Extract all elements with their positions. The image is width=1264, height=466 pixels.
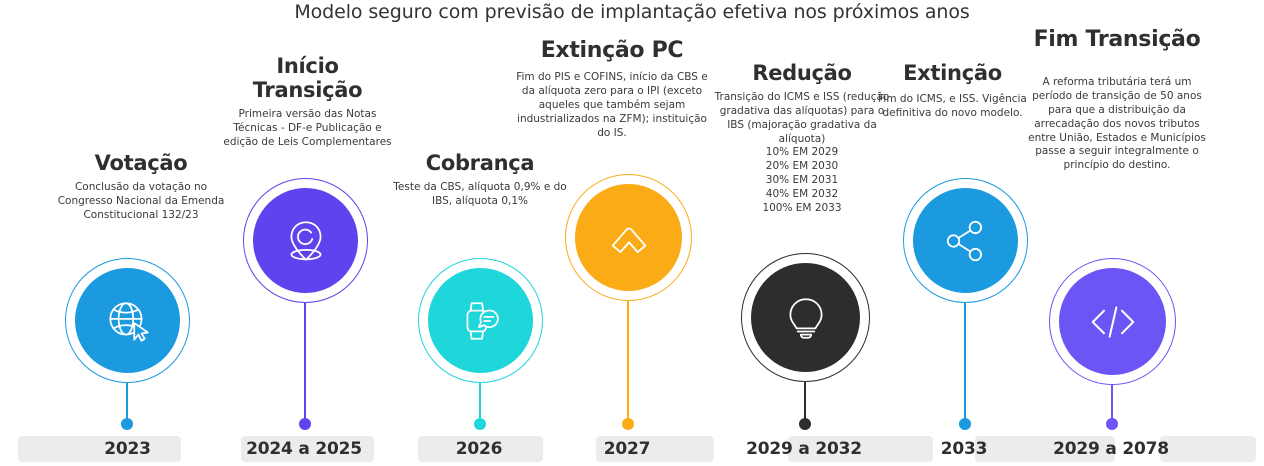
year-label-2029-2078: 2029 a 2078	[1053, 439, 1169, 459]
node-reducao[interactable]	[741, 253, 870, 382]
node-ring	[565, 174, 692, 301]
connector-dot	[1106, 418, 1118, 430]
connector-stem	[964, 303, 966, 423]
milestone-votacao: Votação Conclusão da votação no Congress…	[46, 151, 236, 223]
axis-slab	[241, 436, 374, 462]
page-title: Modelo seguro com previsão de implantaçã…	[294, 1, 970, 23]
milestone-body: Fim do PIS e COFINS, início da CBS e da …	[516, 71, 708, 139]
node-extincao-pc[interactable]	[565, 174, 692, 301]
milestone-body: A reforma tributária terá um período de …	[1028, 76, 1206, 172]
smartwatch-message-icon	[428, 268, 533, 373]
milestone-extincao: Extinção Fim do ICMS, e ISS. Vigência de…	[860, 61, 1045, 121]
node-fim-transicao[interactable]	[1049, 258, 1176, 385]
milestone-cobranca: Cobrança Teste da CBS, alíquota 0,9% e d…	[385, 151, 575, 209]
connector-dot	[959, 418, 971, 430]
milestone-inicio-transicao: Início Transição Primeira versão das Not…	[220, 54, 395, 149]
node-ring	[741, 253, 870, 382]
axis-slab	[418, 436, 543, 462]
rate-item: 100% EM 2033	[762, 201, 842, 214]
connector-stem	[304, 303, 306, 423]
rate-item: 10% EM 2029	[765, 146, 839, 159]
milestone-body: Conclusão da votação no Congresso Nacion…	[57, 180, 225, 221]
connector-stem	[804, 382, 806, 423]
node-votacao[interactable]	[65, 258, 190, 383]
connector-stem	[126, 383, 128, 423]
milestone-fim-transicao: Fim Transição A reforma tributária terá …	[1022, 27, 1212, 173]
lightbulb-icon	[751, 263, 860, 372]
node-ring	[243, 178, 368, 303]
connector-dot	[299, 418, 311, 430]
year-label-2033: 2033	[940, 439, 988, 459]
year-label-2023: 2023	[104, 439, 151, 459]
connector-dot	[622, 418, 634, 430]
node-ring	[1049, 258, 1176, 385]
node-extincao[interactable]	[903, 178, 1028, 303]
chevron-up-icon	[575, 184, 682, 291]
node-ring	[418, 258, 543, 383]
milestone-title: Extinção	[903, 61, 1002, 85]
node-inicio-transicao[interactable]	[243, 178, 368, 303]
axis-slab	[18, 436, 181, 462]
connector-dot	[799, 418, 811, 430]
milestone-body: Fim do ICMS, e ISS. Vigência definitiva …	[878, 92, 1027, 119]
node-ring	[903, 178, 1028, 303]
globe-cursor-icon	[75, 268, 180, 373]
connector-stem	[479, 383, 481, 423]
share-icon	[913, 188, 1018, 293]
rate-item: 30% EM 2031	[765, 174, 839, 187]
node-ring	[65, 258, 190, 383]
milestone-title: Início Transição	[252, 54, 363, 102]
axis-slab	[1160, 436, 1256, 462]
location-pin-icon	[253, 188, 358, 293]
code-icon	[1059, 268, 1166, 375]
connector-dot	[121, 418, 133, 430]
connector-dot	[474, 418, 486, 430]
rate-item: 20% EM 2030	[765, 160, 839, 173]
year-label-2027: 2027	[603, 439, 651, 459]
axis-slab	[596, 436, 714, 462]
milestone-body: Teste da CBS, alíquota 0,9% e do IBS, al…	[393, 180, 567, 207]
year-label-2024-2025: 2024 a 2025	[246, 439, 362, 459]
connector-stem	[627, 301, 629, 423]
rate-list: 10% EM 2029 20% EM 2030 30% EM 2031 40% …	[712, 146, 892, 215]
node-cobranca[interactable]	[418, 258, 543, 383]
year-axis: 2023 2024 a 2025 2026 2027 2029 a 2032 2…	[0, 434, 1264, 466]
milestone-title: Extinção PC	[540, 38, 684, 63]
milestone-title: Votação	[94, 151, 188, 175]
milestone-title: Redução	[752, 61, 852, 85]
milestone-body: Primeira versão das Notas Técnicas - DF-…	[223, 107, 392, 148]
milestone-body: Transição do ICMS e ISS (redução gradati…	[714, 90, 890, 145]
milestone-title: Cobrança	[425, 151, 535, 175]
year-label-2026: 2026	[455, 439, 503, 459]
axis-slab	[788, 436, 933, 462]
milestone-extincao-pc: Extinção PC Fim do PIS e COFINS, início …	[512, 38, 712, 140]
rate-item: 40% EM 2032	[765, 187, 839, 200]
milestone-reducao: Redução Transição do ICMS e ISS (redução…	[712, 61, 892, 216]
milestone-title: Fim Transição	[1033, 27, 1201, 52]
connector-stem	[1111, 385, 1113, 423]
axis-slab	[975, 436, 1115, 462]
year-label-2029-2032: 2029 a 2032	[746, 439, 862, 459]
